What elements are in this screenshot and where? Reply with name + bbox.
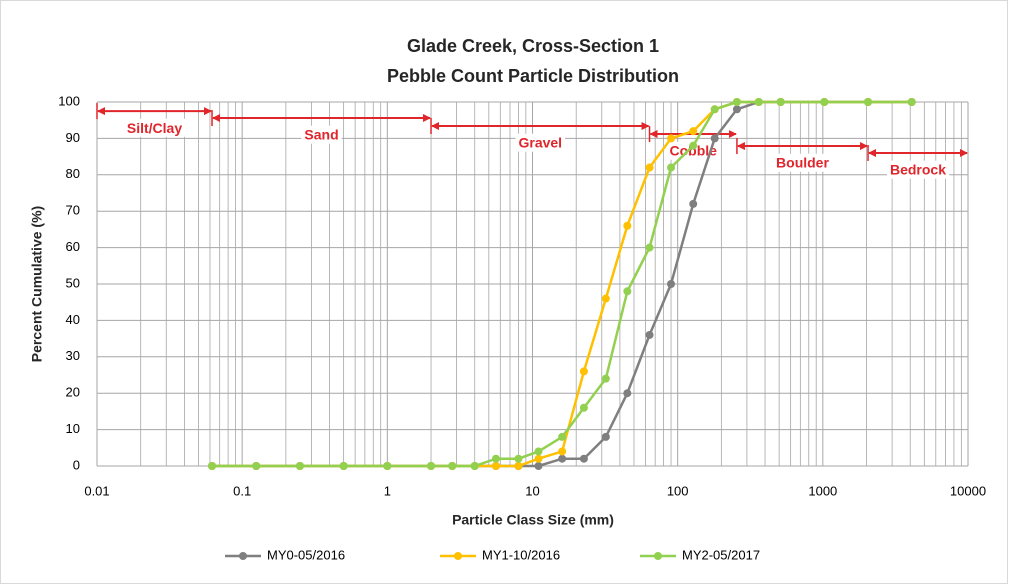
chart-title: Glade Creek, Cross-Section 1 bbox=[407, 36, 659, 56]
y-tick-label: 40 bbox=[66, 312, 80, 327]
y-axis-title: Percent Cumulative (%) bbox=[29, 206, 45, 362]
x-tick-label: 100 bbox=[667, 483, 689, 498]
data-point bbox=[689, 141, 698, 150]
annotation-bg bbox=[773, 153, 833, 172]
data-point bbox=[491, 462, 500, 470]
data-point bbox=[534, 462, 543, 470]
data-point bbox=[579, 403, 588, 412]
legend-marker bbox=[654, 552, 662, 560]
y-tick-label: 10 bbox=[66, 421, 80, 436]
data-point bbox=[907, 98, 916, 106]
annotation-bg bbox=[886, 160, 950, 179]
data-point bbox=[295, 462, 304, 470]
data-point bbox=[252, 462, 261, 470]
data-point bbox=[710, 134, 719, 143]
legend-label: MY0-05/2016 bbox=[267, 547, 345, 562]
data-point bbox=[339, 462, 348, 470]
data-point bbox=[514, 454, 523, 463]
legend-marker bbox=[239, 552, 247, 560]
data-point bbox=[732, 98, 741, 106]
x-tick-label: 0.1 bbox=[233, 483, 251, 498]
y-tick-label: 100 bbox=[58, 93, 80, 108]
data-point bbox=[208, 462, 217, 470]
annotation-label: Cobble bbox=[670, 143, 718, 159]
annotation-label: Sand bbox=[304, 127, 338, 143]
data-point bbox=[820, 98, 829, 106]
x-tick-label: 1000 bbox=[808, 483, 837, 498]
data-point bbox=[645, 330, 654, 339]
data-point bbox=[601, 374, 610, 383]
y-tick-label: 20 bbox=[66, 385, 80, 400]
data-point bbox=[623, 389, 632, 398]
legend-label: MY2-05/2017 bbox=[682, 547, 760, 562]
data-point bbox=[667, 163, 676, 172]
x-axis-title: Particle Class Size (mm) bbox=[452, 512, 614, 528]
data-point bbox=[427, 462, 436, 470]
x-tick-label: 0.01 bbox=[84, 483, 109, 498]
data-point bbox=[667, 134, 676, 143]
y-tick-label: 50 bbox=[66, 275, 80, 290]
data-point bbox=[514, 462, 523, 470]
y-tick-label: 70 bbox=[66, 203, 80, 218]
legend-label: MY1-10/2016 bbox=[482, 547, 560, 562]
data-point bbox=[710, 105, 719, 114]
data-point bbox=[558, 454, 567, 463]
data-point bbox=[645, 243, 654, 252]
data-point bbox=[645, 163, 654, 172]
x-tick-label: 10000 bbox=[950, 483, 986, 498]
legend-marker bbox=[454, 552, 462, 560]
y-tick-label: 0 bbox=[73, 457, 80, 472]
chart-title: Pebble Count Particle Distribution bbox=[387, 66, 679, 86]
data-point bbox=[534, 454, 543, 463]
data-point bbox=[754, 98, 763, 106]
y-tick-label: 30 bbox=[66, 348, 80, 363]
annotation-label: Gravel bbox=[518, 135, 562, 151]
data-point bbox=[534, 447, 543, 456]
y-tick-label: 60 bbox=[66, 239, 80, 254]
data-point bbox=[689, 127, 698, 136]
data-point bbox=[689, 199, 698, 208]
annotation-bg bbox=[123, 118, 186, 137]
data-point bbox=[732, 105, 741, 114]
data-point bbox=[579, 454, 588, 463]
annotation-bg bbox=[301, 125, 342, 144]
data-point bbox=[448, 462, 457, 470]
annotation-label: Bedrock bbox=[890, 162, 946, 178]
annotation-bg bbox=[515, 133, 566, 152]
data-point bbox=[558, 432, 567, 441]
y-tick-label: 80 bbox=[66, 166, 80, 181]
data-point bbox=[601, 432, 610, 441]
data-point bbox=[864, 98, 873, 106]
data-point bbox=[491, 454, 500, 463]
data-point bbox=[470, 462, 479, 470]
annotation-label: Silt/Clay bbox=[127, 120, 182, 136]
data-point bbox=[776, 98, 785, 106]
data-point bbox=[601, 294, 610, 303]
data-point bbox=[623, 287, 632, 296]
data-point bbox=[383, 462, 392, 470]
data-point bbox=[623, 221, 632, 230]
data-point bbox=[558, 447, 567, 456]
annotation-bg bbox=[666, 141, 721, 160]
y-tick-label: 90 bbox=[66, 130, 80, 145]
x-tick-label: 1 bbox=[384, 483, 391, 498]
data-point bbox=[667, 280, 676, 288]
x-tick-label: 10 bbox=[525, 483, 539, 498]
data-point bbox=[579, 367, 588, 376]
annotation-label: Boulder bbox=[776, 155, 829, 171]
